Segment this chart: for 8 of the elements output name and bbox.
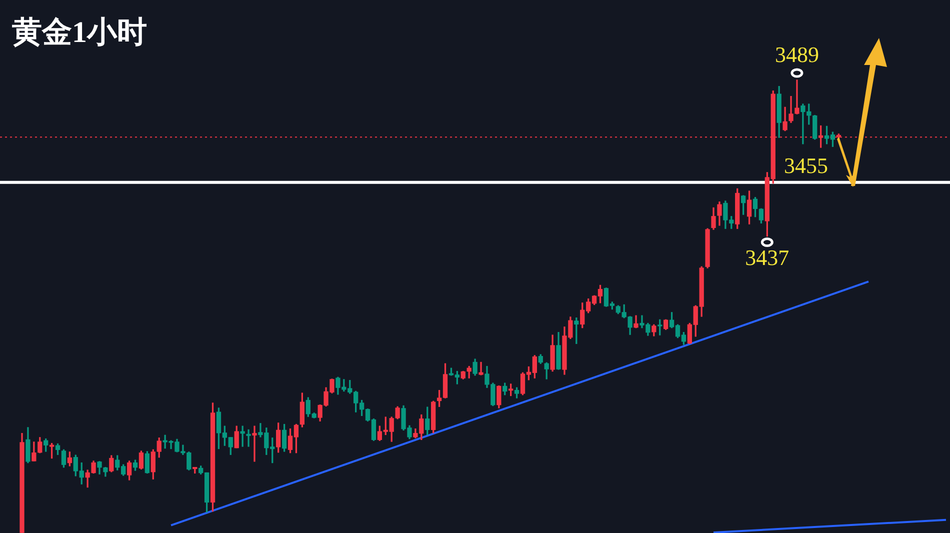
annotation: 3489	[774, 42, 819, 67]
chart-title: 黄金1小时	[12, 15, 147, 51]
candlestick	[240, 426, 245, 447]
candlestick	[478, 362, 484, 376]
annotation: 3437	[745, 245, 790, 270]
candlestick	[246, 429, 251, 447]
annotation: 3455	[784, 153, 828, 178]
candlestick	[252, 426, 257, 462]
